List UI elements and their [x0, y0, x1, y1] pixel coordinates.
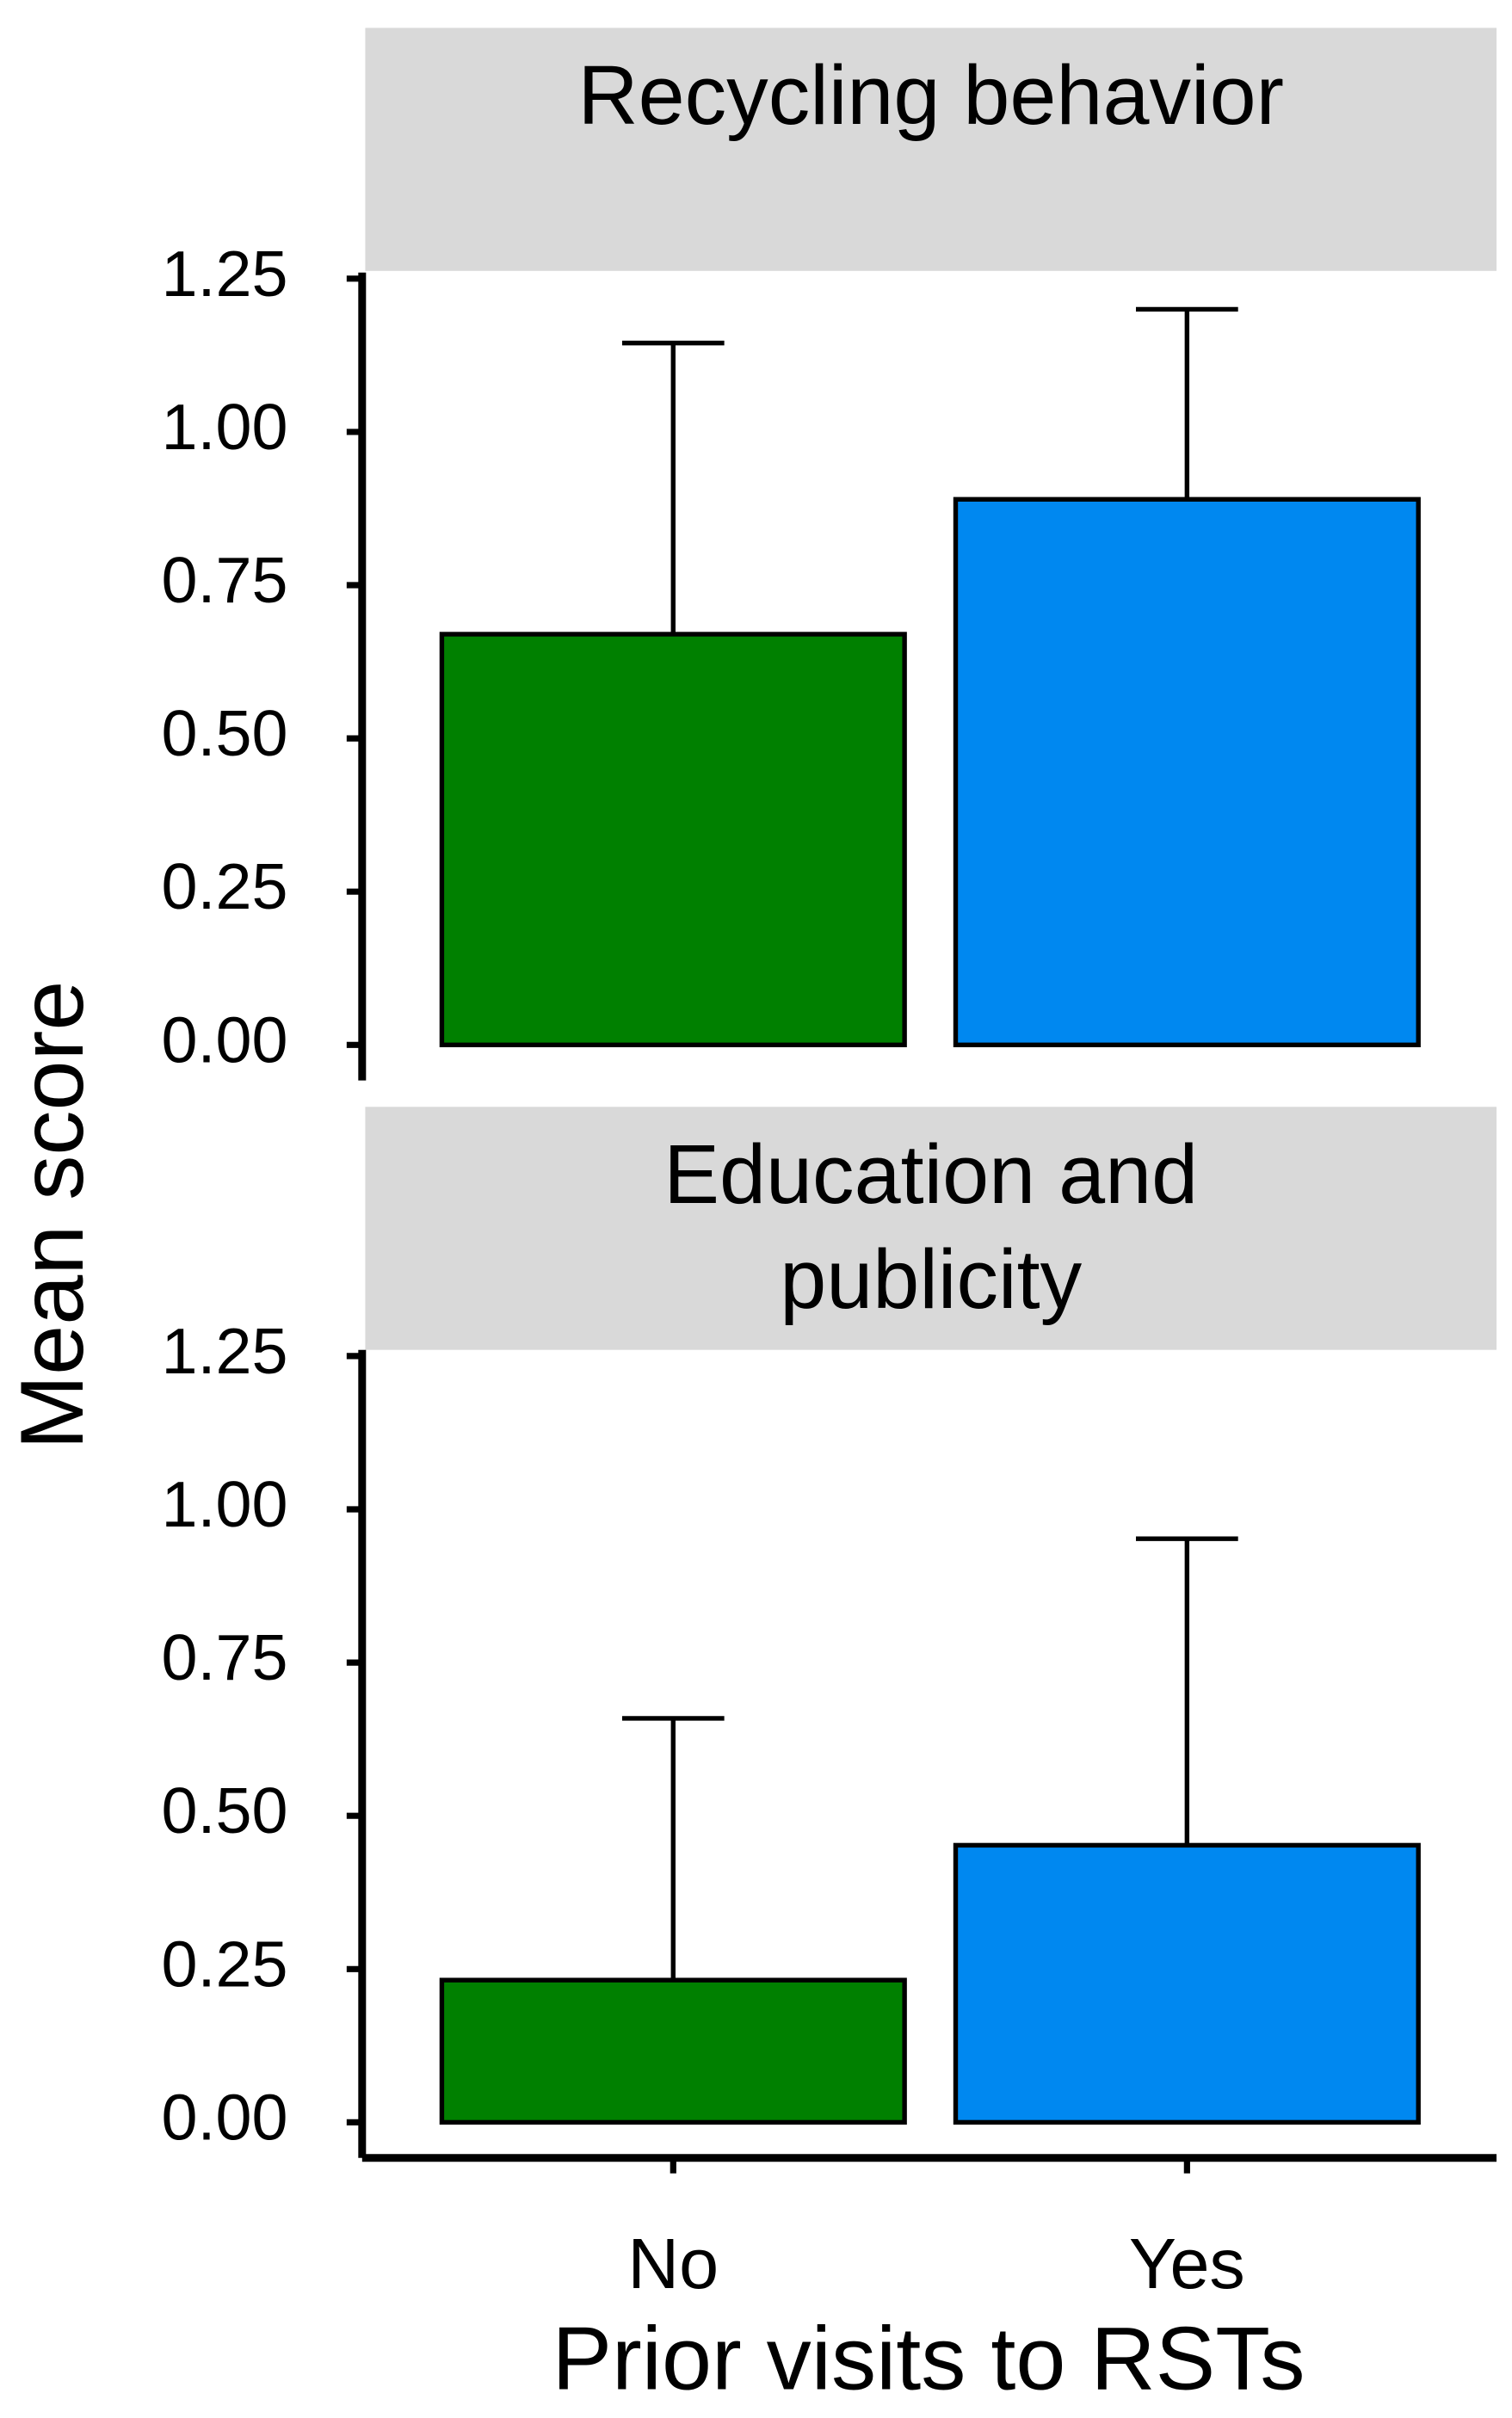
panel-title: Recycling behavior [577, 49, 1284, 143]
strip-background [365, 28, 1497, 271]
y-tick-label: 0.75 [162, 545, 288, 617]
bar [439, 632, 907, 1048]
strip-title-box: Recycling behavior [577, 49, 1284, 143]
y-tick-label: 0.00 [162, 2082, 288, 2154]
y-tick-label: 0.50 [162, 1775, 288, 1847]
y-tick-label: 1.00 [162, 1469, 288, 1541]
y-tick-label: 0.00 [162, 1004, 288, 1076]
y-axis-title: Mean score [3, 981, 102, 1450]
y-tick-label: 0.25 [162, 851, 288, 923]
x-axis-title: Prior visits to RSTs [552, 2309, 1305, 2409]
panel-title: Education and publicity [663, 1128, 1199, 1327]
bar [953, 1842, 1421, 2125]
y-tick-label: 1.00 [162, 392, 288, 464]
x-tick-label: Yes [1129, 2224, 1245, 2304]
x-tick-label: No [627, 2224, 719, 2304]
bar [439, 1977, 907, 2125]
y-tick-label: 0.50 [162, 698, 288, 770]
y-tick-label: 0.75 [162, 1622, 288, 1694]
y-tick-label: 0.25 [162, 1928, 288, 2001]
y-tick-label: 1.25 [162, 238, 288, 311]
strip-background [365, 1107, 1497, 1350]
strip-title-box: Education and publicity [663, 1128, 1199, 1327]
y-tick-label: 1.25 [162, 1316, 288, 1388]
bar [953, 497, 1421, 1048]
